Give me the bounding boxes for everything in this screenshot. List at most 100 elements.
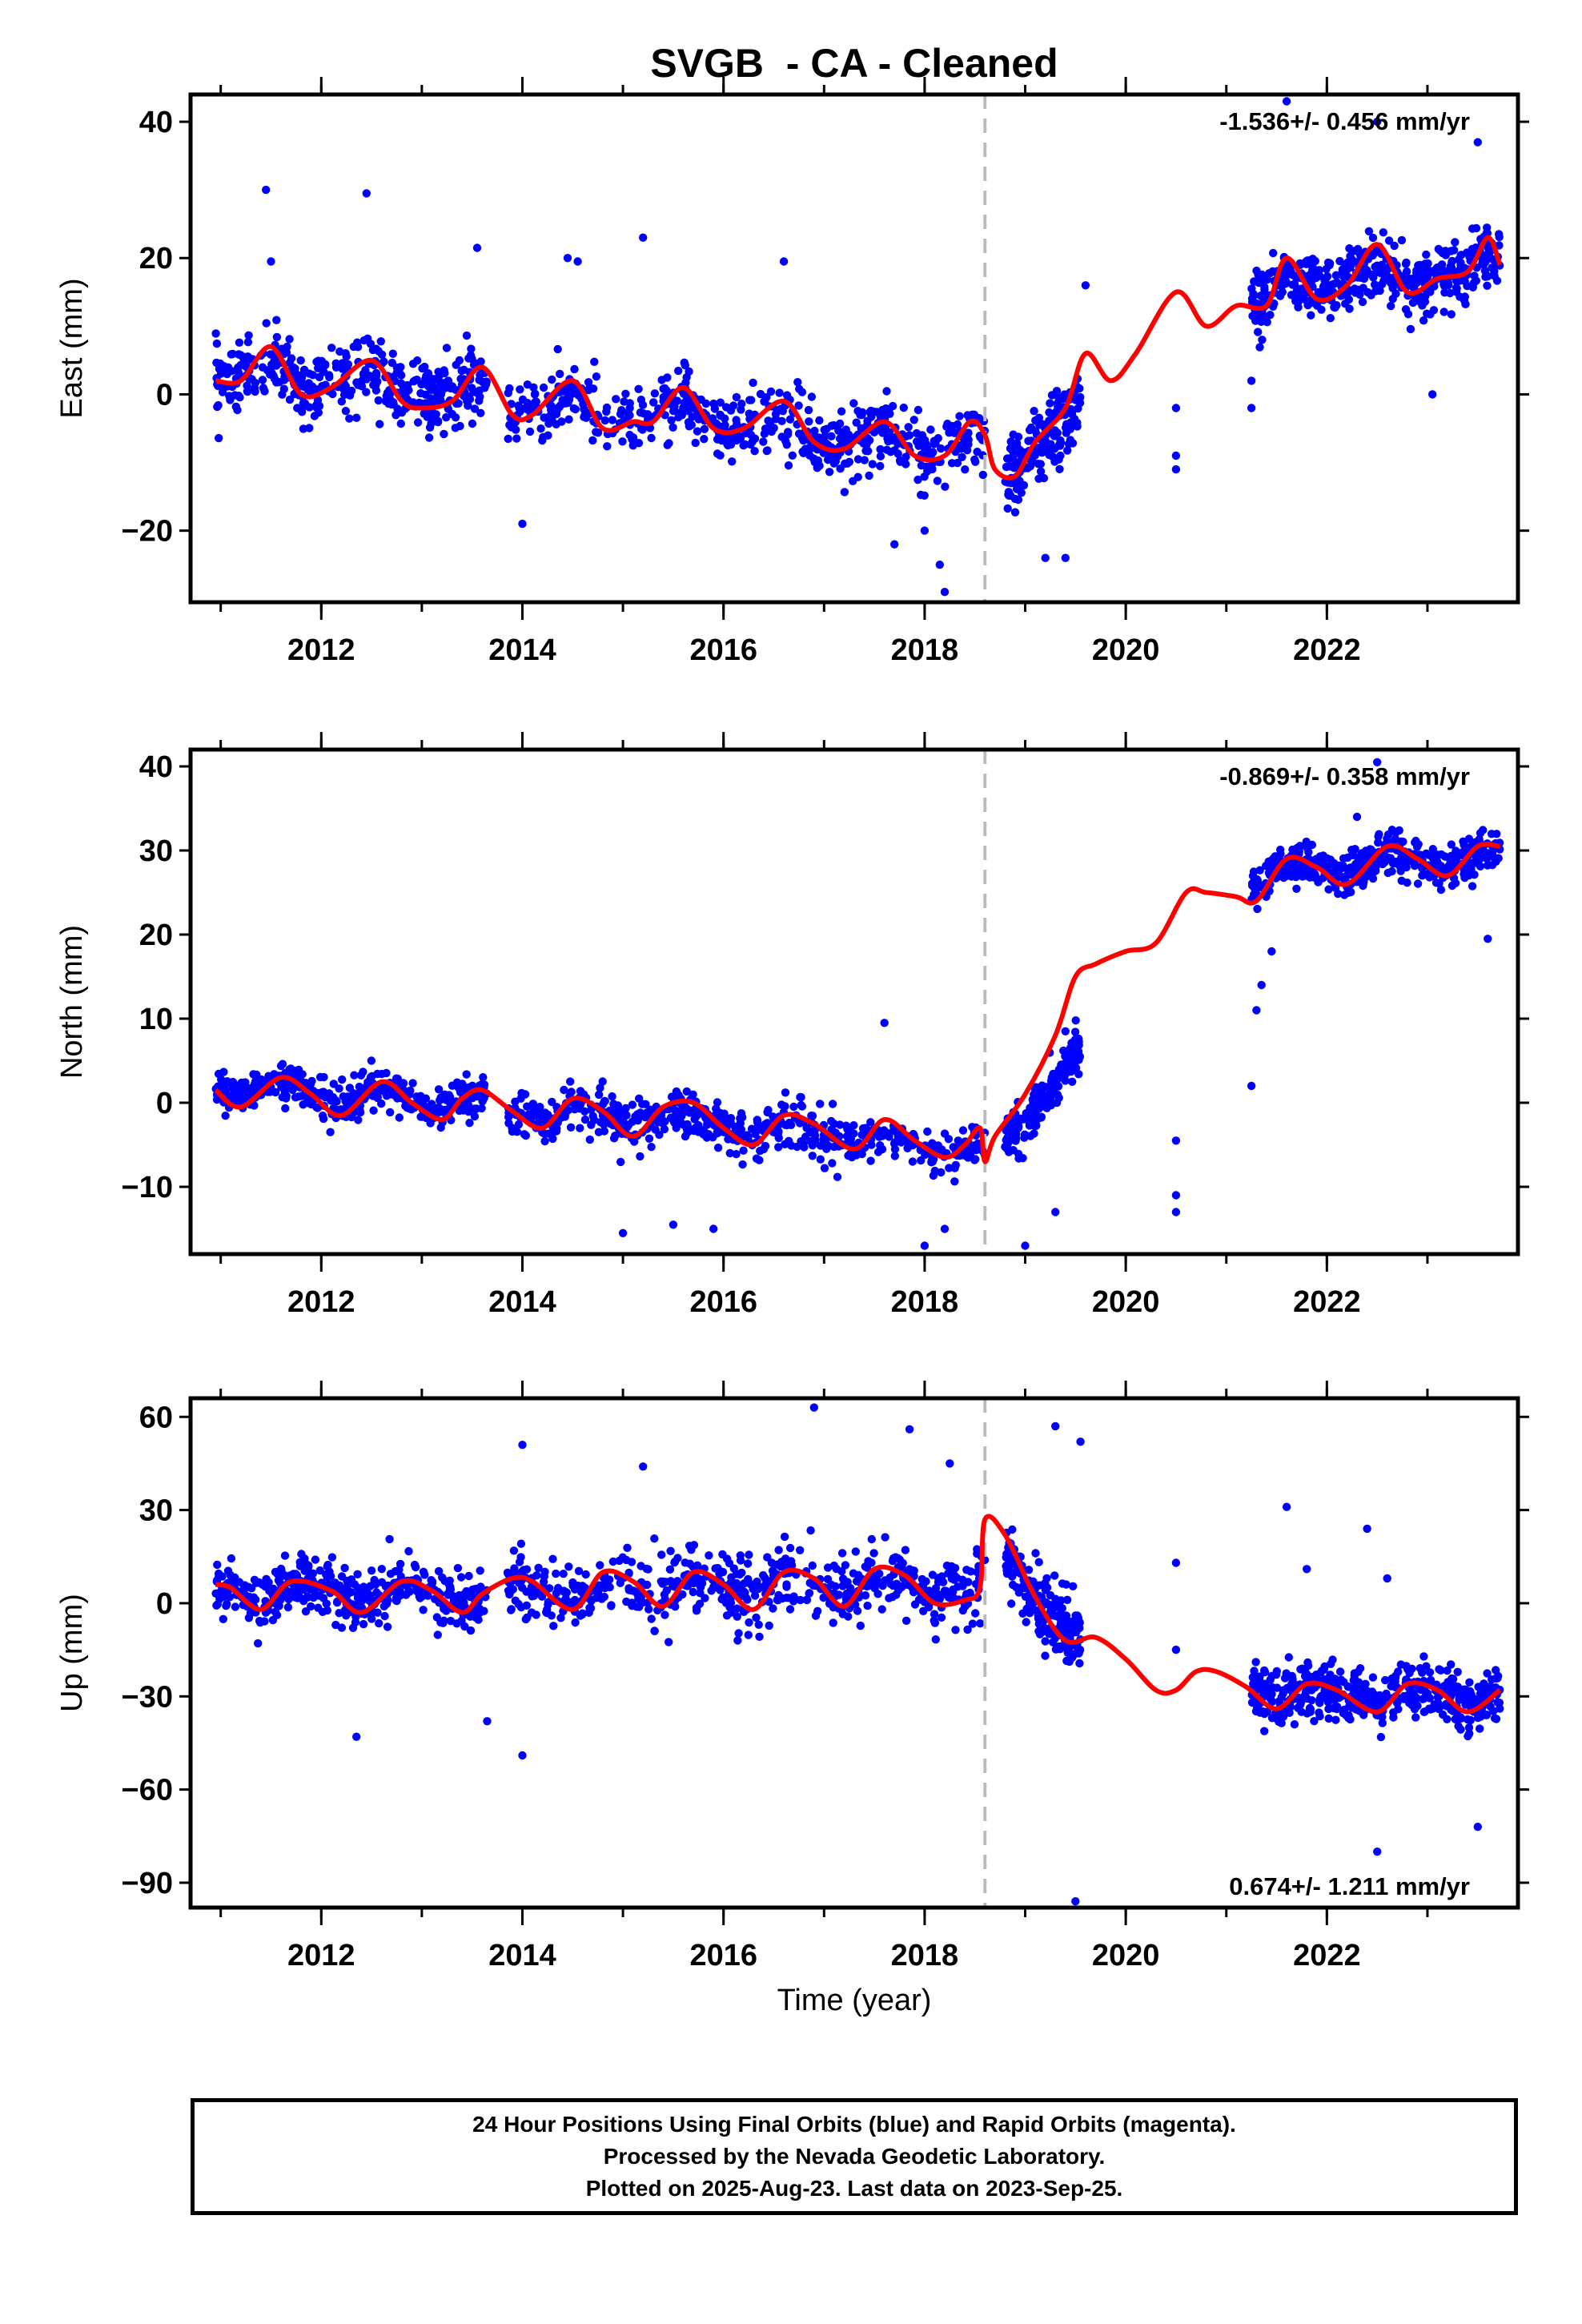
data-point xyxy=(1254,328,1263,336)
data-point xyxy=(295,1070,304,1079)
data-point xyxy=(367,1566,376,1575)
data-point xyxy=(1375,286,1384,296)
data-point xyxy=(759,437,768,446)
data-point xyxy=(1070,1027,1080,1036)
data-point xyxy=(1058,1579,1067,1588)
data-point xyxy=(424,433,434,442)
data-point xyxy=(942,1561,952,1570)
data-point xyxy=(462,1070,471,1079)
data-point xyxy=(611,1132,620,1140)
data-point xyxy=(1020,1133,1029,1142)
data-point xyxy=(1331,271,1341,280)
data-point xyxy=(508,1585,517,1594)
data-point xyxy=(322,1599,331,1608)
data-point xyxy=(580,411,589,420)
data-point xyxy=(472,243,482,252)
data-point xyxy=(765,1621,773,1630)
data-point xyxy=(681,378,690,388)
data-point xyxy=(785,415,795,424)
data-point xyxy=(785,1118,794,1128)
x-tick-label: 2014 xyxy=(488,1285,556,1319)
data-point xyxy=(544,431,552,440)
data-point xyxy=(1288,280,1297,289)
data-point xyxy=(978,470,988,480)
data-point xyxy=(1266,311,1275,320)
data-point xyxy=(570,1585,580,1594)
data-point xyxy=(440,1576,449,1586)
data-point xyxy=(1340,891,1349,899)
data-point xyxy=(1317,305,1326,314)
data-point xyxy=(456,1573,466,1582)
data-point xyxy=(1056,1622,1065,1631)
data-point xyxy=(1413,879,1423,888)
data-point xyxy=(1034,1558,1043,1566)
data-point xyxy=(901,452,910,461)
data-point xyxy=(641,1100,650,1109)
data-point xyxy=(545,1584,554,1593)
data-point xyxy=(966,1567,975,1576)
data-point xyxy=(955,412,964,420)
data-point xyxy=(835,1120,845,1129)
data-point xyxy=(380,1611,389,1621)
data-point xyxy=(318,366,327,375)
data-point xyxy=(1171,1136,1181,1145)
data-point xyxy=(782,391,792,400)
data-point xyxy=(1027,1111,1036,1120)
data-point xyxy=(564,1562,573,1571)
data-point xyxy=(681,361,689,370)
data-point xyxy=(295,1562,305,1570)
data-point xyxy=(893,1132,903,1141)
data-point xyxy=(865,408,874,416)
data-point xyxy=(350,1071,359,1080)
data-point xyxy=(612,395,620,404)
data-point xyxy=(739,1146,748,1155)
data-point xyxy=(1247,879,1257,888)
data-point xyxy=(1411,277,1419,287)
data-point xyxy=(787,1141,796,1150)
data-point xyxy=(1295,259,1305,268)
data-point xyxy=(954,1136,963,1145)
data-point xyxy=(267,257,275,266)
data-point xyxy=(294,1092,303,1101)
data-point xyxy=(352,413,361,422)
data-point xyxy=(523,1102,532,1111)
data-point xyxy=(470,1112,480,1121)
data-point xyxy=(1460,873,1469,883)
data-point xyxy=(963,1153,973,1162)
data-point xyxy=(774,1143,783,1152)
data-point xyxy=(973,448,982,456)
data-point xyxy=(828,1159,837,1168)
data-point xyxy=(1386,854,1395,862)
data-point xyxy=(829,1561,839,1570)
data-point xyxy=(587,1105,596,1115)
data-point xyxy=(1024,436,1033,445)
data-point xyxy=(1041,1651,1050,1660)
data-point xyxy=(1441,247,1450,255)
data-point xyxy=(540,1567,549,1577)
data-point xyxy=(385,1534,394,1544)
data-point xyxy=(219,1614,227,1624)
data-point xyxy=(353,1570,362,1579)
data-point xyxy=(657,1550,666,1559)
data-point xyxy=(598,1077,607,1086)
data-point xyxy=(1002,1561,1011,1570)
data-point xyxy=(720,1109,729,1118)
data-point xyxy=(917,431,927,440)
data-point xyxy=(730,1122,740,1132)
data-point xyxy=(1346,251,1355,261)
data-point xyxy=(515,404,524,412)
data-point xyxy=(611,1104,620,1113)
data-point xyxy=(913,475,922,485)
data-point xyxy=(295,1591,303,1600)
data-point xyxy=(409,377,418,386)
data-point xyxy=(1292,884,1301,894)
data-point xyxy=(835,434,845,443)
data-point xyxy=(587,1597,596,1606)
data-point xyxy=(950,1177,959,1186)
data-point xyxy=(725,1148,734,1158)
data-point xyxy=(312,357,321,366)
data-point xyxy=(529,383,538,392)
data-point xyxy=(920,1241,930,1250)
data-point xyxy=(603,442,612,451)
data-point xyxy=(689,1578,698,1588)
